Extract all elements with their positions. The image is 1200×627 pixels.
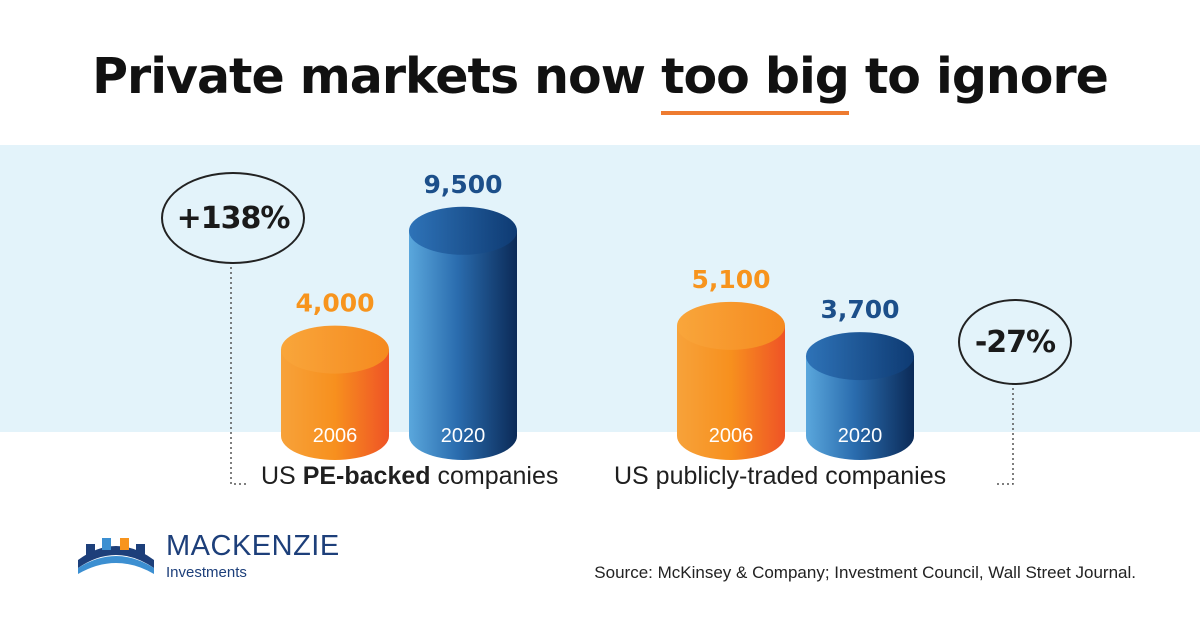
logo-block-4: [136, 544, 145, 558]
bar-year-label: 2020: [838, 425, 883, 447]
bar-year-label: 2020: [441, 425, 486, 447]
mackenzie-logo-mark: [78, 538, 154, 574]
cylinder-top: [281, 325, 389, 374]
cylinder-body: [409, 230, 517, 460]
cylinder-top: [806, 332, 914, 381]
change-bubble-pe: +138%: [161, 172, 305, 264]
group-label-pe: US PE-backed companies: [261, 462, 559, 490]
bar-value-label: 3,700: [820, 295, 899, 324]
cylinder-bar-1-1: 2020 3,700: [806, 295, 914, 460]
logo-arch-navy: [78, 546, 154, 568]
connector-lines: [230, 262, 1014, 485]
connector-pe: [230, 262, 249, 485]
logo-arch-blue: [78, 556, 154, 574]
bars-layer: 2006 4,000 2020 9,500 2006 5,100 2020 3,700: [281, 170, 914, 460]
logo-sub: Investments: [166, 564, 247, 581]
bar-value-label: 4,000: [295, 289, 374, 318]
logo-name: MACKENZIE: [166, 530, 340, 562]
cylinder-bar-0-1: 2020 9,500: [409, 170, 517, 460]
connector-public: [995, 383, 1014, 485]
cylinder-body: [281, 349, 389, 460]
group-label-public: US publicly-traded companies: [614, 462, 947, 490]
bar-value-label: 9,500: [423, 170, 502, 199]
cylinder-bar-1-0: 2006 5,100: [677, 265, 785, 460]
cylinder-bar-0-0: 2006 4,000: [281, 289, 389, 460]
title-highlight: too big: [661, 48, 850, 105]
logo-block-2: [102, 538, 111, 550]
logo-block-1: [86, 544, 95, 558]
change-bubble-public: -27%: [958, 299, 1072, 385]
bar-value-label: 5,100: [691, 265, 770, 294]
cylinder-body: [806, 356, 914, 460]
cylinder-body: [677, 325, 785, 460]
source-note: Source: McKinsey & Company; Investment C…: [594, 563, 1136, 582]
logo-block-3: [120, 538, 129, 550]
bar-year-label: 2006: [709, 425, 754, 447]
cylinder-top: [409, 206, 517, 255]
cylinder-top: [677, 301, 785, 350]
page-title: Private markets now too big to ignore: [92, 48, 1109, 105]
bar-year-label: 2006: [313, 425, 358, 447]
